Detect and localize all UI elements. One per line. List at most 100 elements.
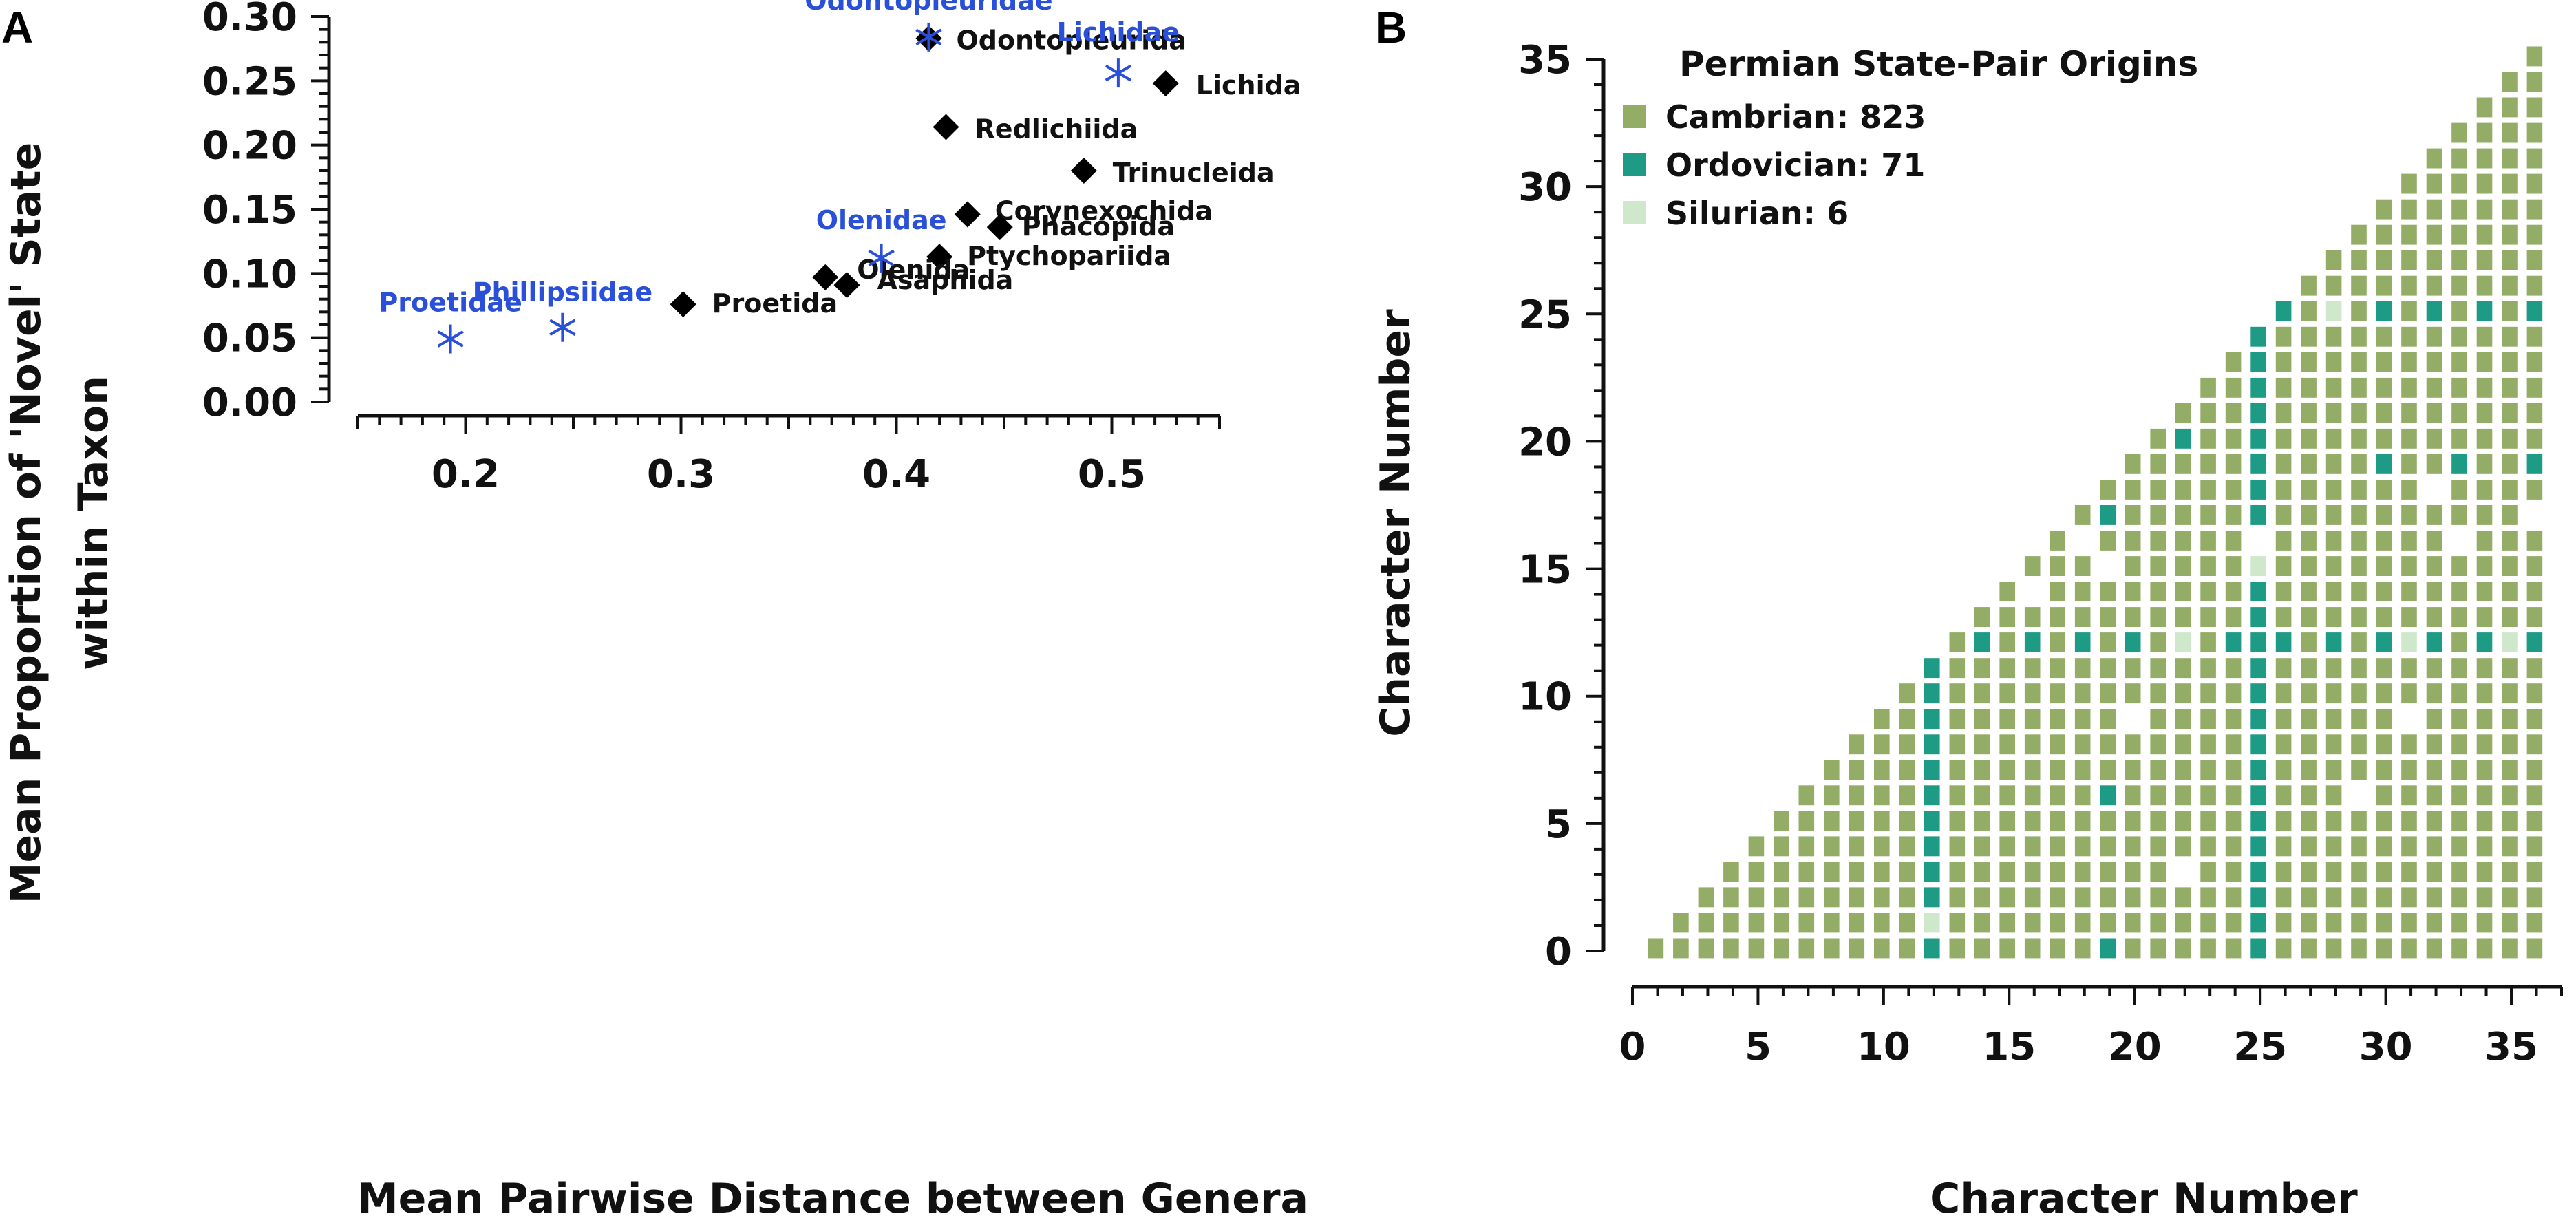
cell-cambrian <box>2426 887 2442 908</box>
cell-cambrian <box>2426 505 2442 525</box>
cell-cambrian <box>2225 403 2242 423</box>
cell-cambrian <box>2225 505 2242 525</box>
cell-cambrian <box>2401 352 2417 372</box>
cell-cambrian <box>2150 887 2166 908</box>
cell-cambrian <box>2200 403 2216 423</box>
cell-cambrian <box>2502 658 2518 679</box>
cell-cambrian <box>2200 785 2216 806</box>
panel-a-x-axis-label: Mean Pairwise Distance between Genera <box>357 1175 1308 1223</box>
cell-cambrian <box>1999 887 2015 908</box>
order-point <box>1070 158 1097 184</box>
cell-cambrian <box>2426 734 2442 755</box>
panel-a-axes <box>311 15 1221 434</box>
cell-cambrian <box>2451 173 2467 194</box>
cell-silurian <box>2325 301 2342 321</box>
cell-cambrian <box>2150 683 2166 704</box>
cell-cambrian <box>1974 760 1990 780</box>
cell-cambrian <box>2526 352 2543 372</box>
cell-cambrian <box>2376 734 2392 755</box>
cell-cambrian <box>2401 403 2417 423</box>
cell-cambrian <box>2401 326 2417 347</box>
cell-cambrian <box>1974 658 1990 679</box>
cell-cambrian <box>2376 658 2392 679</box>
cell-cambrian <box>2426 811 2442 831</box>
cell-silurian <box>2401 632 2417 652</box>
cell-cambrian <box>2476 734 2493 755</box>
cell-cambrian <box>1774 938 1789 959</box>
panel-a-label: A <box>1 3 33 52</box>
cell-cambrian <box>2225 683 2242 704</box>
cell-cambrian <box>2301 326 2317 347</box>
cell-cambrian <box>2100 887 2116 908</box>
cell-ordovician <box>1924 683 1940 704</box>
cell-cambrian <box>1999 811 2015 831</box>
cell-cambrian <box>2502 938 2518 959</box>
cell-cambrian <box>1974 913 1990 933</box>
cell-cambrian <box>2476 556 2493 576</box>
cell-silurian <box>1924 913 1940 933</box>
cell-cambrian <box>2301 887 2317 908</box>
cell-cambrian <box>2426 556 2442 576</box>
cell-cambrian <box>2376 938 2392 959</box>
cell-cambrian <box>2325 326 2342 347</box>
cell-ordovician <box>2376 632 2392 652</box>
cell-cambrian <box>2024 658 2041 679</box>
cell-cambrian <box>2401 480 2417 500</box>
cell-cambrian <box>2074 607 2091 627</box>
cell-cambrian <box>2074 811 2091 831</box>
cell-cambrian <box>2451 148 2467 169</box>
panel-b-y-tick-label: 5 <box>1545 802 1572 847</box>
cell-cambrian <box>2376 505 2392 525</box>
cell-cambrian <box>2351 683 2367 704</box>
cell-cambrian <box>2225 862 2242 882</box>
cell-cambrian <box>2451 709 2467 729</box>
cell-cambrian <box>2351 607 2367 627</box>
cell-cambrian <box>2275 505 2292 525</box>
order-point-label: Odontopleurida <box>956 25 1186 56</box>
cell-cambrian <box>2301 454 2317 474</box>
cell-cambrian <box>1974 862 1990 882</box>
cell-cambrian <box>2476 862 2493 882</box>
cell-cambrian <box>1849 913 1865 933</box>
cell-cambrian <box>2476 836 2493 857</box>
cell-cambrian <box>2526 862 2543 882</box>
cell-cambrian <box>2275 480 2292 500</box>
cell-cambrian <box>1899 887 1915 908</box>
cell-cambrian <box>2351 428 2367 449</box>
panel-b-y-axis-label-group: Character Number <box>1372 309 1420 737</box>
cell-cambrian <box>1774 913 1789 933</box>
cell-cambrian <box>2301 403 2317 423</box>
cell-cambrian <box>1849 734 1865 755</box>
cell-cambrian <box>2401 531 2417 551</box>
cell-cambrian <box>2074 938 2091 959</box>
cell-cambrian <box>2401 454 2417 474</box>
cell-cambrian <box>2325 658 2342 679</box>
cell-cambrian <box>2526 428 2543 449</box>
cell-cambrian <box>2050 785 2065 806</box>
cell-cambrian <box>2502 173 2518 194</box>
cell-cambrian <box>2351 250 2367 270</box>
cell-ordovician <box>2100 938 2116 959</box>
cell-cambrian <box>2074 582 2091 601</box>
cell-cambrian <box>2325 913 2342 933</box>
cell-cambrian <box>1974 709 1990 729</box>
cell-cambrian <box>1899 811 1915 831</box>
family-point <box>868 243 895 273</box>
cell-cambrian <box>1849 811 1865 831</box>
cell-cambrian <box>1949 734 1966 755</box>
cell-cambrian <box>2225 556 2242 576</box>
cell-cambrian <box>2351 377 2367 398</box>
cell-cambrian <box>2376 275 2392 296</box>
cell-cambrian <box>2074 760 2091 780</box>
cell-cambrian <box>2074 505 2091 525</box>
cell-cambrian <box>2401 505 2417 525</box>
cell-cambrian <box>2100 683 2116 704</box>
cell-ordovician <box>1924 734 1940 755</box>
cell-cambrian <box>2074 709 2091 729</box>
cell-cambrian <box>2325 785 2342 806</box>
cell-cambrian <box>2225 734 2242 755</box>
cell-cambrian <box>1999 607 2015 627</box>
cell-cambrian <box>2325 607 2342 627</box>
cell-cambrian <box>2175 505 2191 525</box>
cell-ordovician <box>2250 913 2266 933</box>
